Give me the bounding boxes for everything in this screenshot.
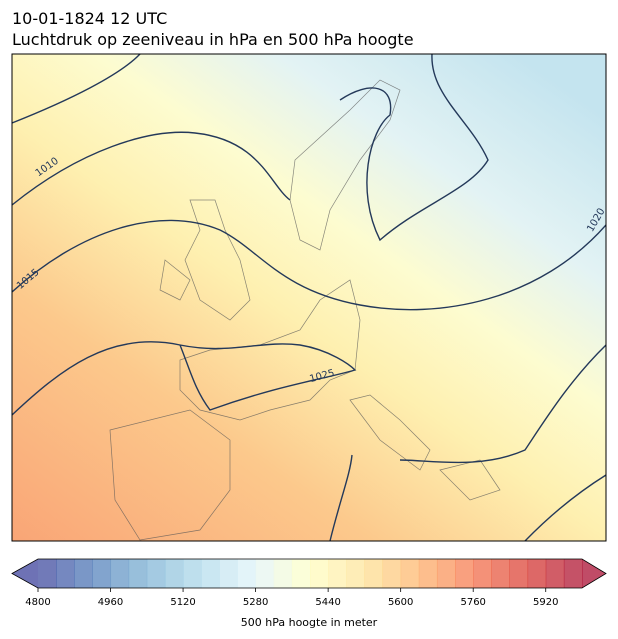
colorbar-extend-low	[12, 559, 38, 588]
colorbar-label: 500 hPa hoogte in meter	[241, 616, 378, 629]
colorbar-band	[400, 559, 420, 588]
isobar	[12, 341, 357, 416]
isobar	[524, 474, 606, 541]
colorbar-band	[473, 559, 492, 588]
colorbar-tick-label: 5920	[533, 597, 558, 608]
colorbar-band	[455, 559, 474, 588]
colorbar-band	[110, 559, 130, 588]
colorbar-tick-label: 5280	[243, 597, 268, 608]
isobar	[12, 54, 141, 124]
colorbar-extend-high	[582, 559, 606, 588]
colorbar-band	[146, 559, 166, 588]
colorbar-band	[364, 559, 384, 588]
colorbar-tick-label: 4800	[25, 597, 50, 608]
colorbar-band	[563, 559, 583, 588]
colorbar-tick-label: 5120	[170, 597, 195, 608]
colorbar-band	[164, 559, 184, 588]
colorbar-band	[436, 559, 456, 588]
colorbar-band	[328, 559, 347, 588]
colorbar-band	[128, 559, 148, 588]
colorbar-band	[346, 559, 365, 588]
colorbar-band	[201, 559, 220, 588]
subtitle: Luchtdruk op zeeniveau in hPa en 500 hPa…	[12, 30, 414, 49]
height-field	[12, 54, 606, 541]
colorbar-band	[491, 559, 510, 588]
colorbar-band	[92, 559, 112, 588]
colorbar: 4800 4960 5120 5280 5440 5600 5760 5920	[11, 558, 607, 608]
colorbar-band	[237, 559, 257, 588]
colorbar-band	[74, 559, 93, 588]
colorbar-band	[255, 559, 275, 588]
colorbar-band	[418, 559, 438, 588]
isobar	[12, 219, 606, 311]
colorbar-band	[273, 559, 293, 588]
colorbar-band	[509, 559, 529, 588]
colorbar-band	[310, 559, 329, 588]
colorbar-band	[183, 559, 202, 588]
colorbar-tick-label: 4960	[98, 597, 123, 608]
title: 10-01-1824 12 UTC	[12, 9, 167, 28]
colorbar-tick-label: 5440	[315, 597, 340, 608]
colorbar-tick-label: 5600	[388, 597, 413, 608]
colorbar-band	[38, 559, 57, 588]
map-frame	[11, 53, 607, 542]
colorbar-band	[382, 559, 402, 588]
map: 1010 1015 1020 1025	[12, 54, 606, 541]
colorbar-band	[219, 559, 238, 588]
colorbar-band	[56, 559, 75, 588]
colorbar-band	[291, 559, 311, 588]
isobar	[339, 54, 489, 242]
isobar	[399, 344, 606, 464]
colorbar-tick-label: 5760	[460, 597, 485, 608]
colorbar-band	[545, 559, 565, 588]
colorbar-band	[527, 559, 547, 588]
isobar	[329, 454, 353, 541]
isobar	[12, 131, 291, 206]
